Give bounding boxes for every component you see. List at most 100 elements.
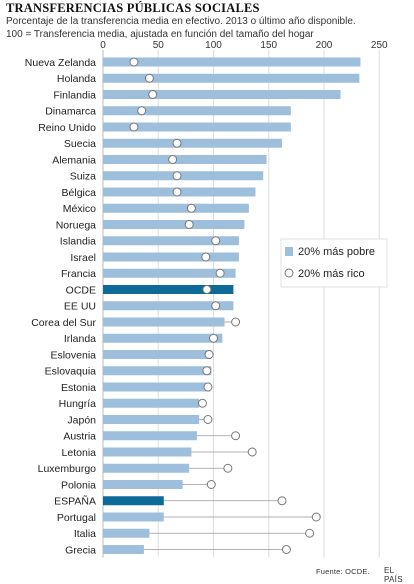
chart-subtitle: Porcentaje de la transferencia media en … xyxy=(6,16,406,41)
category-label: Portugal xyxy=(57,512,96,524)
category-label: OCDE xyxy=(66,284,96,296)
bar xyxy=(103,236,239,246)
point xyxy=(231,431,241,441)
category-label: Austria xyxy=(63,431,96,443)
point xyxy=(231,317,241,327)
category-label: Reino Unido xyxy=(38,122,96,134)
point xyxy=(129,57,139,67)
x-tick-label: 0 xyxy=(100,40,106,51)
point xyxy=(281,545,291,554)
bar xyxy=(103,317,225,327)
bar xyxy=(103,447,192,457)
category-label: EE UU xyxy=(64,301,96,313)
point xyxy=(211,236,221,246)
point xyxy=(186,203,196,213)
category-label: Eslovenia xyxy=(50,349,96,361)
bar xyxy=(103,106,291,116)
bar xyxy=(103,496,164,506)
category-label: Suiza xyxy=(70,171,96,183)
bar xyxy=(103,431,197,441)
subtitle-line-1: Porcentaje de la transferencia media en … xyxy=(6,16,356,27)
category-label: Japón xyxy=(67,414,96,426)
bar xyxy=(103,463,190,473)
bar xyxy=(103,268,236,278)
bar xyxy=(103,301,234,311)
point xyxy=(215,268,225,278)
category-label: Holanda xyxy=(57,73,96,85)
bar xyxy=(103,90,341,99)
point xyxy=(277,496,287,506)
point xyxy=(223,463,233,473)
bar xyxy=(103,366,212,376)
category-label: Suecia xyxy=(64,138,96,150)
source-note: Fuente: OCDE. xyxy=(316,567,370,576)
legend-box xyxy=(280,238,388,288)
category-label: Luxemburgo xyxy=(38,463,97,475)
category-label: Eslovaquia xyxy=(45,366,97,378)
category-label: Israel xyxy=(70,252,96,264)
point xyxy=(168,155,178,164)
category-label: Noruega xyxy=(56,219,96,231)
point xyxy=(204,350,214,359)
subtitle-line-2: 100 = Transferencia media, ajustada en f… xyxy=(6,28,314,40)
point xyxy=(202,285,212,294)
point xyxy=(148,90,158,99)
point xyxy=(311,512,321,522)
point xyxy=(206,480,216,489)
bar xyxy=(103,480,183,489)
point xyxy=(247,447,257,457)
category-label: Hungría xyxy=(59,398,97,410)
point xyxy=(305,528,315,538)
point xyxy=(201,252,211,262)
category-label: Irlanda xyxy=(64,333,96,345)
x-tick-label: 100 xyxy=(205,40,222,51)
category-label: Bélgica xyxy=(62,187,97,199)
point xyxy=(203,415,213,424)
category-label: Dinamarca xyxy=(45,106,96,118)
point xyxy=(202,366,212,376)
chart-title: TRANSFERENCIAS PÚBLICAS SOCIALES xyxy=(6,1,260,15)
category-label: Finlandia xyxy=(53,89,96,101)
x-tick-label: 50 xyxy=(153,40,165,51)
bar xyxy=(103,415,200,424)
category-label: Islandia xyxy=(60,236,96,248)
point xyxy=(197,398,207,408)
point xyxy=(144,73,154,83)
bar xyxy=(103,252,239,262)
bar xyxy=(103,333,223,343)
bar xyxy=(103,171,264,181)
bar xyxy=(103,382,211,392)
category-label: Nueva Zelanda xyxy=(25,57,96,69)
bar xyxy=(103,285,234,294)
category-label: Corea del Sur xyxy=(31,317,96,329)
x-tick-label: 150 xyxy=(260,40,277,51)
legend-swatch-bar xyxy=(285,247,293,256)
category-label: Letonia xyxy=(62,447,97,459)
bar xyxy=(103,528,150,538)
bar xyxy=(103,155,267,164)
category-label: ESPAÑA xyxy=(54,495,96,508)
point xyxy=(172,187,182,197)
legend-entry: 20% más rico xyxy=(298,268,365,280)
point xyxy=(211,301,221,311)
category-label: Polonia xyxy=(61,479,96,491)
bar xyxy=(103,122,291,132)
bar xyxy=(103,220,245,229)
category-label: Estonia xyxy=(61,382,96,394)
brand-logo: EL PAÍS xyxy=(384,566,403,584)
point xyxy=(209,333,218,343)
x-tick-label: 250 xyxy=(371,40,388,51)
point xyxy=(137,106,147,116)
x-tick-label: 200 xyxy=(316,40,333,51)
bar xyxy=(103,350,212,359)
category-label: México xyxy=(63,203,96,215)
category-label: Grecia xyxy=(65,544,96,556)
legend: 20% más pobre 20% más rico xyxy=(280,238,388,288)
point xyxy=(184,220,194,229)
legend-entry: 20% más pobre xyxy=(298,246,375,258)
category-label: Alemania xyxy=(52,154,96,166)
bar xyxy=(103,512,164,522)
point xyxy=(203,382,213,392)
category-label: Francia xyxy=(61,268,96,280)
